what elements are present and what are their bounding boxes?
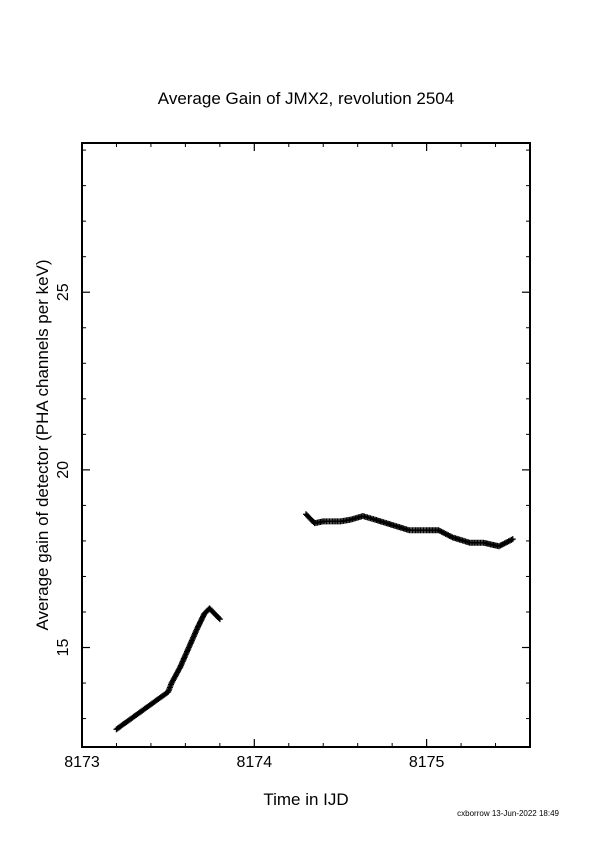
x-tick-label: 8173 bbox=[64, 754, 100, 771]
plot-frame bbox=[81, 142, 531, 748]
data-point-fill bbox=[176, 665, 183, 672]
data-points bbox=[113, 511, 516, 733]
y-tick-label: 25 bbox=[55, 283, 72, 301]
x-tick-label: 8175 bbox=[409, 754, 445, 771]
y-tick-label: 20 bbox=[55, 461, 72, 479]
footer-timestamp: cxborrow 13-Jun-2022 18:49 bbox=[457, 809, 559, 818]
data-point bbox=[216, 616, 223, 623]
chart-title: Average Gain of JMX2, revolution 2504 bbox=[158, 89, 454, 108]
data-point bbox=[509, 536, 516, 543]
x-axis-label: Time in IJD bbox=[263, 790, 348, 809]
y-tick-label: 15 bbox=[55, 639, 72, 657]
y-axis-label: Average gain of detector (PHA channels p… bbox=[33, 259, 52, 630]
axis-ticks bbox=[81, 143, 531, 747]
data-point-fill bbox=[215, 615, 222, 622]
x-tick-label: 8174 bbox=[237, 754, 273, 771]
tick-labels: 8173 8174 8175 15 20 25 bbox=[55, 283, 445, 771]
